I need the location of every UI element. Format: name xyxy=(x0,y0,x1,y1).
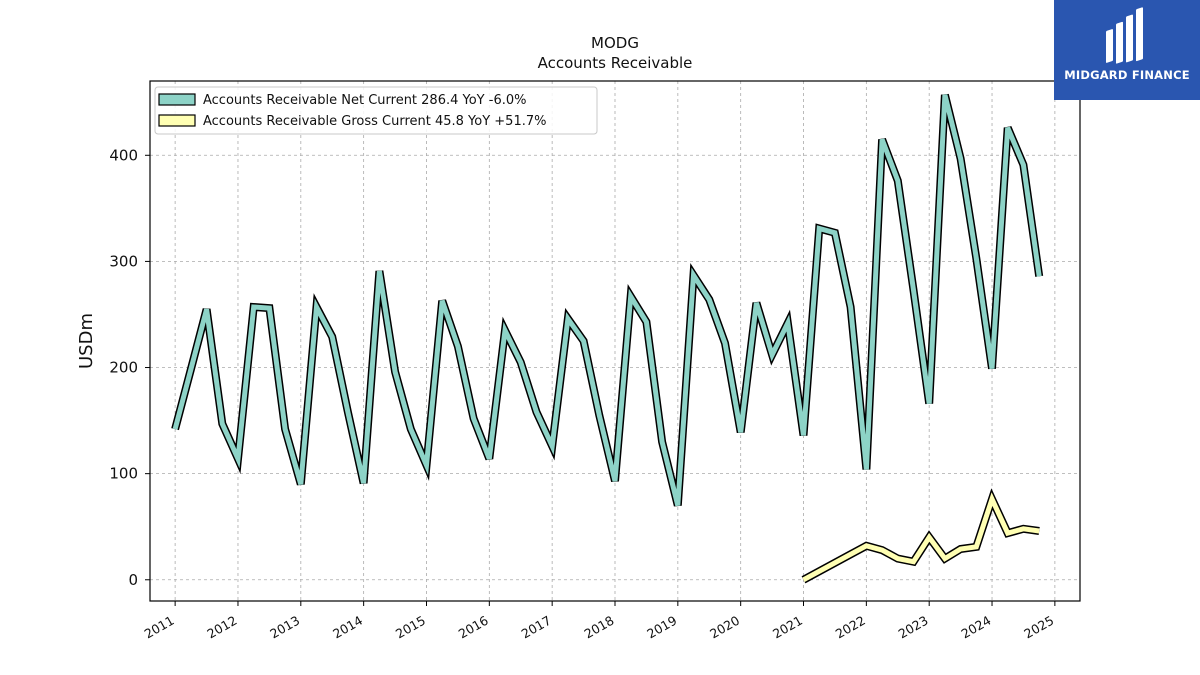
brand-logo: MIDGARD FINANCE xyxy=(1054,0,1200,100)
x-tick-label: 2022 xyxy=(833,613,868,642)
x-tick-label: 2011 xyxy=(142,613,177,642)
series-line-0 xyxy=(172,94,1042,507)
legend: Accounts Receivable Net Current 286.4 Yo… xyxy=(154,86,598,135)
legend-box xyxy=(154,86,598,135)
y-axis-label: USDm xyxy=(76,313,97,369)
y-tick-label: 200 xyxy=(109,359,138,377)
x-tick-label: 2017 xyxy=(519,613,554,642)
x-tick-label: 2020 xyxy=(707,613,742,642)
y-tick-label: 400 xyxy=(109,146,138,164)
chart-subtitle: Accounts Receivable xyxy=(538,54,693,72)
x-tick-label: 2012 xyxy=(204,613,239,642)
legend-label-net: Accounts Receivable Net Current 286.4 Yo… xyxy=(203,93,526,108)
y-tick-label: 100 xyxy=(109,465,138,483)
y-tick-label: 0 xyxy=(128,571,138,589)
x-tick-label: 2024 xyxy=(958,613,993,642)
x-tick-label: 2014 xyxy=(330,613,365,642)
series-layer xyxy=(171,93,1044,584)
legend-swatch-net xyxy=(158,93,196,106)
series-line-1 xyxy=(802,492,1040,582)
x-tick-label: 2016 xyxy=(456,613,491,642)
axis-ticks: 2011 2012 2013 2014 2015 2016 2017 2018 2019 2020… xyxy=(109,146,1056,641)
logo-mark-icon xyxy=(1106,7,1143,64)
y-tick-label: 300 xyxy=(109,252,138,270)
x-tick-label: 2018 xyxy=(581,613,616,642)
legend-label-gross: Accounts Receivable Gross Current 45.8 Y… xyxy=(203,114,546,129)
x-tick-label: 2025 xyxy=(1021,613,1056,642)
x-tick-label: 2013 xyxy=(267,613,302,642)
x-tick-label: 2023 xyxy=(896,613,931,642)
x-tick-label: 2015 xyxy=(393,613,428,642)
legend-swatch-gross xyxy=(158,114,196,127)
series-outline-1 xyxy=(801,488,1040,584)
x-tick-label: 2021 xyxy=(770,613,805,642)
brand-name: MIDGARD FINANCE xyxy=(1064,68,1190,82)
x-tick-label: 2019 xyxy=(644,613,679,642)
chart-title: MODG xyxy=(591,34,639,52)
